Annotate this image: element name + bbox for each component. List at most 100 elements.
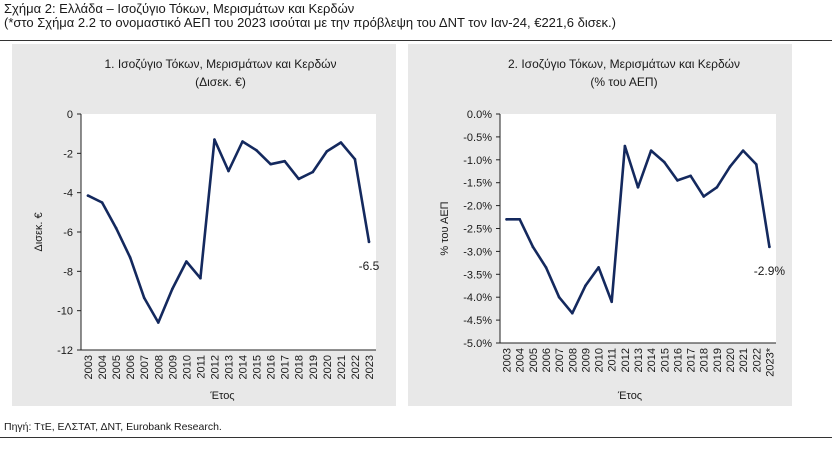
data-point (171, 287, 174, 291)
x-tick-label: 2017 (280, 355, 292, 379)
y-tick-label: -3.5% (463, 269, 492, 281)
x-tick-label: 2005 (528, 348, 540, 372)
source-note: Πηγή: ΤτΕ, ΕΛΣΤΑΤ, ΔΝΤ, Eurobank Researc… (4, 421, 222, 433)
x-tick-label: 2015 (252, 355, 264, 379)
data-point (531, 245, 535, 249)
x-tick-label: 2013 (633, 348, 645, 372)
data-point (128, 256, 132, 259)
y-tick-label: -6 (63, 227, 73, 239)
data-point (741, 149, 745, 152)
x-tick-label: 2019 (712, 348, 724, 372)
y-tick-label: -4 (63, 188, 73, 200)
data-point (297, 177, 301, 181)
x-tick-label: 2012 (620, 348, 632, 372)
x-tick-label: 2007 (139, 355, 151, 379)
data-point (353, 157, 357, 161)
data-point (649, 149, 653, 152)
x-tick-label: 2005 (111, 355, 123, 379)
data-point (689, 174, 692, 178)
x-tick-label: 2006 (125, 355, 137, 379)
bottom-rule (0, 437, 832, 438)
x-tick-label: 2010 (181, 355, 193, 379)
figure-title: Σχήμα 2: Ελλάδα – Ισοζύγιο Τόκων, Μερισμ… (4, 2, 616, 30)
x-tick-label: 2011 (195, 355, 207, 379)
x-tick-label: 2022 (751, 348, 763, 372)
y-tick-label: 0.0% (467, 109, 492, 121)
data-point (702, 195, 706, 198)
x-tick-label: 2020 (725, 348, 737, 372)
data-point (241, 140, 244, 143)
data-point (339, 141, 343, 144)
x-tick-label: 2018 (699, 348, 711, 372)
data-label-last: -2.9% (754, 264, 786, 278)
data-point (597, 266, 600, 269)
data-point (86, 194, 90, 197)
y-tick-label: -4.5% (463, 315, 492, 327)
data-point (544, 266, 548, 269)
chart-panel-percent-gdp: 2. Ισοζύγιο Τόκων, Μερισμάτων και Κερδών… (408, 44, 792, 406)
data-point (114, 226, 118, 230)
x-tick-label: 2014 (646, 348, 658, 372)
top-rule (0, 40, 832, 41)
data-point (570, 311, 574, 315)
y-tick-label: -0.5% (463, 132, 492, 144)
chart-percent-gdp-svg: 2. Ισοζύγιο Τόκων, Μερισμάτων και Κερδών… (439, 57, 786, 402)
data-point (213, 138, 216, 141)
data-point (610, 300, 614, 304)
data-point (676, 179, 679, 182)
chart-amount-svg: 1. Ισοζύγιο Τόκων, Μερισμάτων και Κερδών… (33, 57, 380, 402)
x-tick-label: 2004 (515, 348, 527, 372)
figure-title-line1: Σχήμα 2: Ελλάδα – Ισοζύγιο Τόκων, Μερισμ… (4, 1, 355, 16)
y-tick-label: -3.0% (463, 246, 492, 258)
x-tick-label: 2009 (580, 348, 592, 372)
x-tick-label: 2016 (672, 348, 684, 372)
x-tick-label: 2006 (541, 348, 553, 372)
y-tick-label: -1.0% (463, 155, 492, 167)
x-tick-label: 2008 (153, 355, 165, 379)
x-axis-title: Έτος (617, 390, 642, 402)
data-point (623, 144, 627, 148)
y-tick-label: -2.5% (463, 224, 492, 236)
data-point (715, 185, 719, 189)
data-point (505, 218, 508, 221)
y-tick-label: -1.5% (463, 178, 492, 190)
chart-panel-amount: 1. Ισοζύγιο Τόκων, Μερισμάτων και Κερδών… (12, 44, 396, 406)
data-point (584, 284, 587, 288)
y-tick-label: -2 (63, 148, 73, 160)
y-tick-label: -8 (63, 266, 73, 278)
x-tick-label: 2022 (350, 355, 362, 379)
data-point (367, 240, 371, 244)
x-tick-label: 2010 (594, 348, 606, 372)
y-tick-label: -4.0% (463, 292, 492, 304)
x-tick-label: 2015 (659, 348, 671, 372)
x-tick-label: 2003 (502, 348, 514, 372)
x-tick-label: 2018 (294, 355, 306, 379)
data-point (283, 159, 286, 163)
data-point (156, 321, 160, 324)
x-tick-label: 2011 (607, 348, 619, 372)
x-tick-label: 2020 (322, 355, 334, 379)
chart-title-line2: (Δισεκ. €) (195, 75, 246, 89)
x-tick-label: 2013 (224, 355, 236, 379)
data-point (227, 169, 230, 173)
x-tick-label: 2019 (308, 355, 320, 379)
figure-title-line2: (*στο Σχήμα 2.2 το ονομαστικό ΑΕΠ του 20… (4, 15, 616, 30)
y-tick-label: -5.0% (463, 338, 492, 350)
data-point (754, 163, 758, 166)
y-axis-title: % του ΑΕΠ (439, 201, 451, 255)
x-tick-label: 2023 (364, 355, 376, 379)
x-tick-label: 2021 (336, 355, 348, 379)
x-tick-label: 2021 (738, 348, 750, 372)
chart-title-line2: (% του ΑΕΠ) (590, 75, 657, 89)
y-axis-title: Δισεκ. € (33, 212, 45, 251)
x-tick-label: 2007 (554, 348, 566, 372)
data-point (255, 149, 258, 152)
x-tick-label: 2014 (238, 355, 250, 379)
x-tick-label: 2016 (266, 355, 278, 379)
data-point (325, 150, 329, 153)
data-point (768, 245, 771, 249)
x-tick-label: 2009 (167, 355, 179, 379)
data-point (100, 201, 104, 204)
x-tick-label: 2017 (686, 348, 698, 372)
data-point (557, 295, 561, 299)
